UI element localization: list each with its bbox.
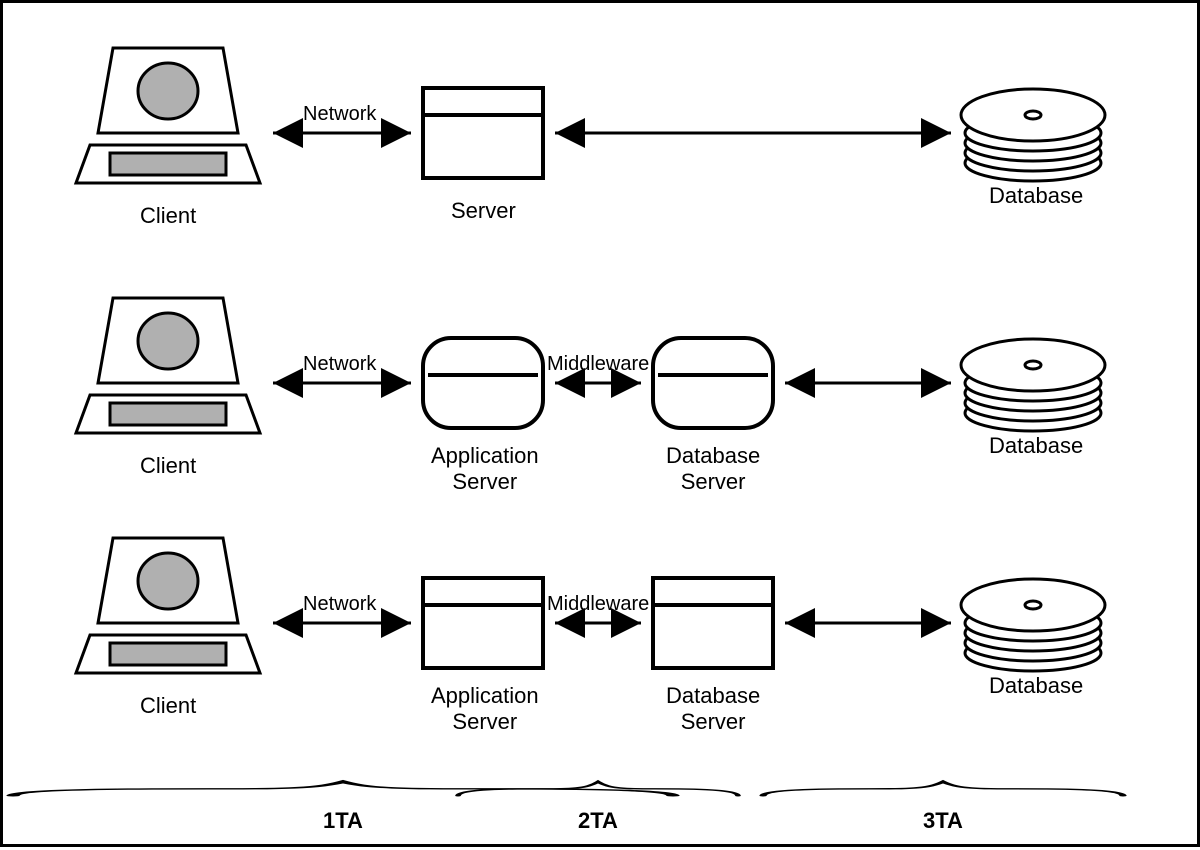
dbserver-icon-r3 — [653, 578, 773, 668]
arrowlabel-r3-1: Network — [303, 593, 376, 616]
appserver-icon-r3 — [423, 578, 543, 668]
tier-label-3: 3TA — [923, 808, 963, 834]
label-server-r1: Server — [451, 198, 516, 224]
database-icon-r3 — [961, 579, 1105, 671]
client-icon-r2 — [76, 298, 260, 433]
label-dbserver-r3: DatabaseServer — [666, 683, 760, 735]
arrowlabel-r1-1: Network — [303, 103, 376, 126]
database-icon-r2 — [961, 339, 1105, 431]
diagram-canvas: Client Server Database Client Applicatio… — [0, 0, 1200, 847]
arrowlabel-r2-2: Middleware — [547, 353, 649, 376]
brace-2ta — [458, 782, 738, 796]
appserver-icon-r2 — [423, 338, 543, 428]
tier-label-2: 2TA — [578, 808, 618, 834]
label-dbserver-r2: DatabaseServer — [666, 443, 760, 495]
label-appserver-r2: ApplicationServer — [431, 443, 539, 495]
dbserver-icon-r2 — [653, 338, 773, 428]
brace-3ta — [763, 782, 1123, 796]
tier-label-1: 1TA — [323, 808, 363, 834]
client-icon-r3 — [76, 538, 260, 673]
arrowlabel-r3-2: Middleware — [547, 593, 649, 616]
label-db-r1: Database — [989, 183, 1083, 209]
arrowlabel-r2-1: Network — [303, 353, 376, 376]
client-icon-r1 — [76, 48, 260, 183]
label-client-r1: Client — [140, 203, 196, 229]
svg-layer — [3, 3, 1200, 850]
label-db-r2: Database — [989, 433, 1083, 459]
label-client-r2: Client — [140, 453, 196, 479]
server-icon-r1 — [423, 88, 543, 178]
label-db-r3: Database — [989, 673, 1083, 699]
label-client-r3: Client — [140, 693, 196, 719]
database-icon-r1 — [961, 89, 1105, 181]
label-appserver-r3: ApplicationServer — [431, 683, 539, 735]
